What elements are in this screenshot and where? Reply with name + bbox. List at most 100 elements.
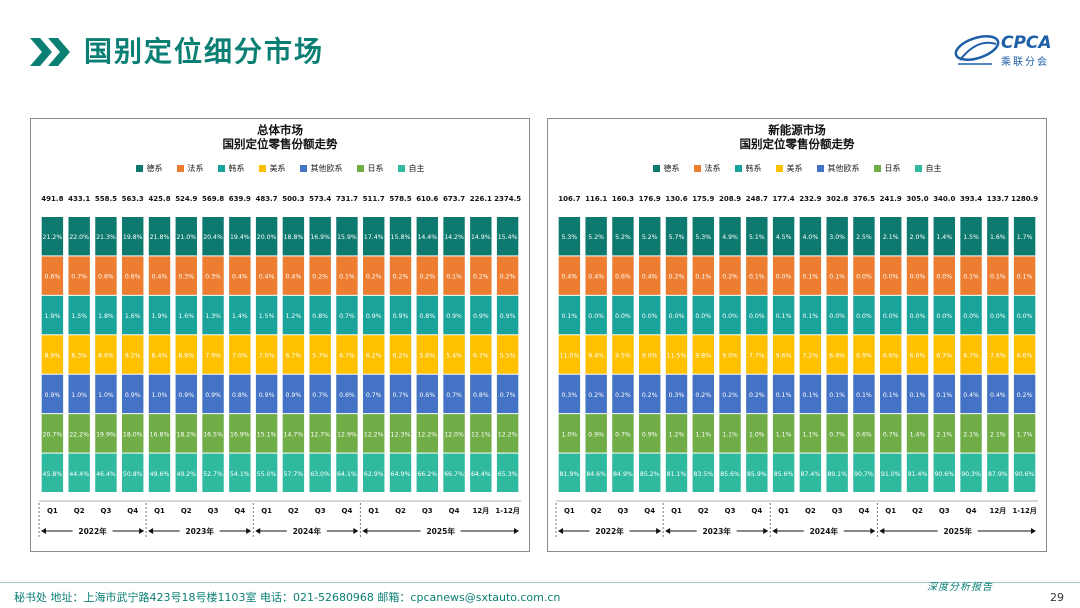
category-label: Q2 [912, 507, 923, 515]
legend-label: 自主 [925, 164, 942, 173]
legend-swatch [914, 165, 922, 172]
bar-segment [255, 217, 278, 256]
bar-segment [585, 295, 607, 335]
bar-segment [336, 414, 358, 453]
data-label: 21.3% [96, 234, 116, 241]
bar-segment [363, 453, 385, 492]
data-label: 0.7% [829, 431, 845, 438]
bar-segment [470, 295, 492, 335]
data-label: 9.8% [695, 353, 711, 360]
bar-segment [496, 217, 519, 256]
data-label: 0.9% [642, 431, 658, 438]
category-label: Q1 [778, 507, 789, 515]
data-label: 66.2% [417, 471, 437, 478]
data-label: 0.1% [1017, 274, 1033, 281]
data-label: 6.6% [883, 353, 899, 360]
bar-segment [41, 217, 64, 256]
bar-segment [202, 295, 224, 335]
bar-segment [987, 414, 1009, 453]
category-label: Q4 [644, 507, 655, 515]
legend-swatch [652, 165, 660, 172]
bar-segment [255, 335, 278, 374]
bar-segment [336, 256, 358, 295]
data-label: 0.1% [910, 392, 926, 399]
data-label: 0.1% [803, 313, 819, 320]
data-label: 1.2% [669, 431, 685, 438]
year-label: 2023年 [702, 526, 731, 536]
data-label: 5.2% [588, 234, 604, 241]
legend-item: 法系 [693, 163, 721, 174]
category-label: 12月 [989, 507, 1006, 515]
data-label: 0.2% [312, 274, 328, 281]
year-label: 2022年 [595, 526, 624, 536]
arrow-left-icon [148, 528, 154, 534]
data-label: 5.2% [615, 234, 631, 241]
bar-segment [558, 256, 581, 295]
bar-segment [41, 453, 64, 492]
chart-plot: 106.7 5.3% 0.4% 0.1% 11.0% 0.3% 1.0% 81.9% Q1 116… [555, 195, 1038, 539]
data-label: 87.4% [801, 471, 821, 478]
total-label: 208.9 [719, 195, 741, 203]
data-label: 0.9% [500, 313, 516, 320]
data-label: 0.9% [205, 392, 221, 399]
data-label: 7.6% [990, 353, 1006, 360]
data-label: 19.4% [230, 234, 250, 241]
bar-segment [880, 217, 902, 256]
category-label: Q1 [261, 507, 272, 515]
total-label: 116.1 [585, 195, 607, 203]
total-label: 176.9 [639, 195, 661, 203]
header-chevron-icon [30, 38, 70, 66]
bar-segment [68, 414, 90, 453]
data-label: 0.4% [642, 274, 658, 281]
data-label: 0.1% [803, 392, 819, 399]
bar-segment [470, 414, 492, 453]
legend-item: 自主 [397, 163, 425, 174]
bar-segment [853, 335, 875, 374]
data-label: 12.2% [364, 431, 384, 438]
category-label: Q3 [315, 507, 326, 515]
bar-segment [933, 453, 955, 492]
legend-swatch [299, 165, 307, 172]
total-label: 175.9 [692, 195, 714, 203]
bar-segment [175, 217, 197, 256]
bar-segment [826, 374, 848, 414]
bar-segment [585, 335, 607, 374]
data-label: 0.2% [500, 274, 516, 281]
bar-segment [1013, 217, 1036, 256]
data-label: 7.7% [749, 353, 765, 360]
bar-segment [255, 453, 278, 492]
data-label: 0.4% [562, 274, 578, 281]
total-label: 573.4 [309, 195, 331, 203]
legend-label: 美系 [269, 164, 286, 173]
data-label: 64.4% [471, 471, 491, 478]
bar-segment [665, 217, 688, 256]
bar-segment [202, 256, 224, 295]
bar-segment [719, 256, 741, 295]
bar-segment [309, 217, 331, 256]
bar-segment [95, 256, 117, 295]
data-label: 1.5% [963, 234, 979, 241]
data-label: 5.3% [695, 234, 711, 241]
bar-segment [880, 414, 902, 453]
data-label: 0.1% [936, 392, 952, 399]
data-label: 0.6% [98, 274, 114, 281]
data-label: 0.3% [669, 392, 685, 399]
category-label: Q3 [101, 507, 112, 515]
data-label: 0.1% [562, 313, 578, 320]
bar-segment [853, 295, 875, 335]
data-label: 16.8% [150, 431, 170, 438]
bar-segment [612, 453, 634, 492]
bar-segment [229, 414, 251, 453]
legend-swatch [873, 165, 881, 172]
data-label: 1.3% [205, 313, 221, 320]
data-label: 19.9% [96, 431, 116, 438]
legend-label: 德系 [663, 164, 680, 173]
bar-segment [95, 414, 117, 453]
bar-segment [229, 256, 251, 295]
bar-segment [389, 295, 412, 335]
bar-segment [799, 374, 822, 414]
bar-segment [612, 295, 634, 335]
data-label: 81.1% [667, 471, 687, 478]
data-label: 6.7% [473, 353, 489, 360]
data-label: 0.8% [419, 313, 435, 320]
